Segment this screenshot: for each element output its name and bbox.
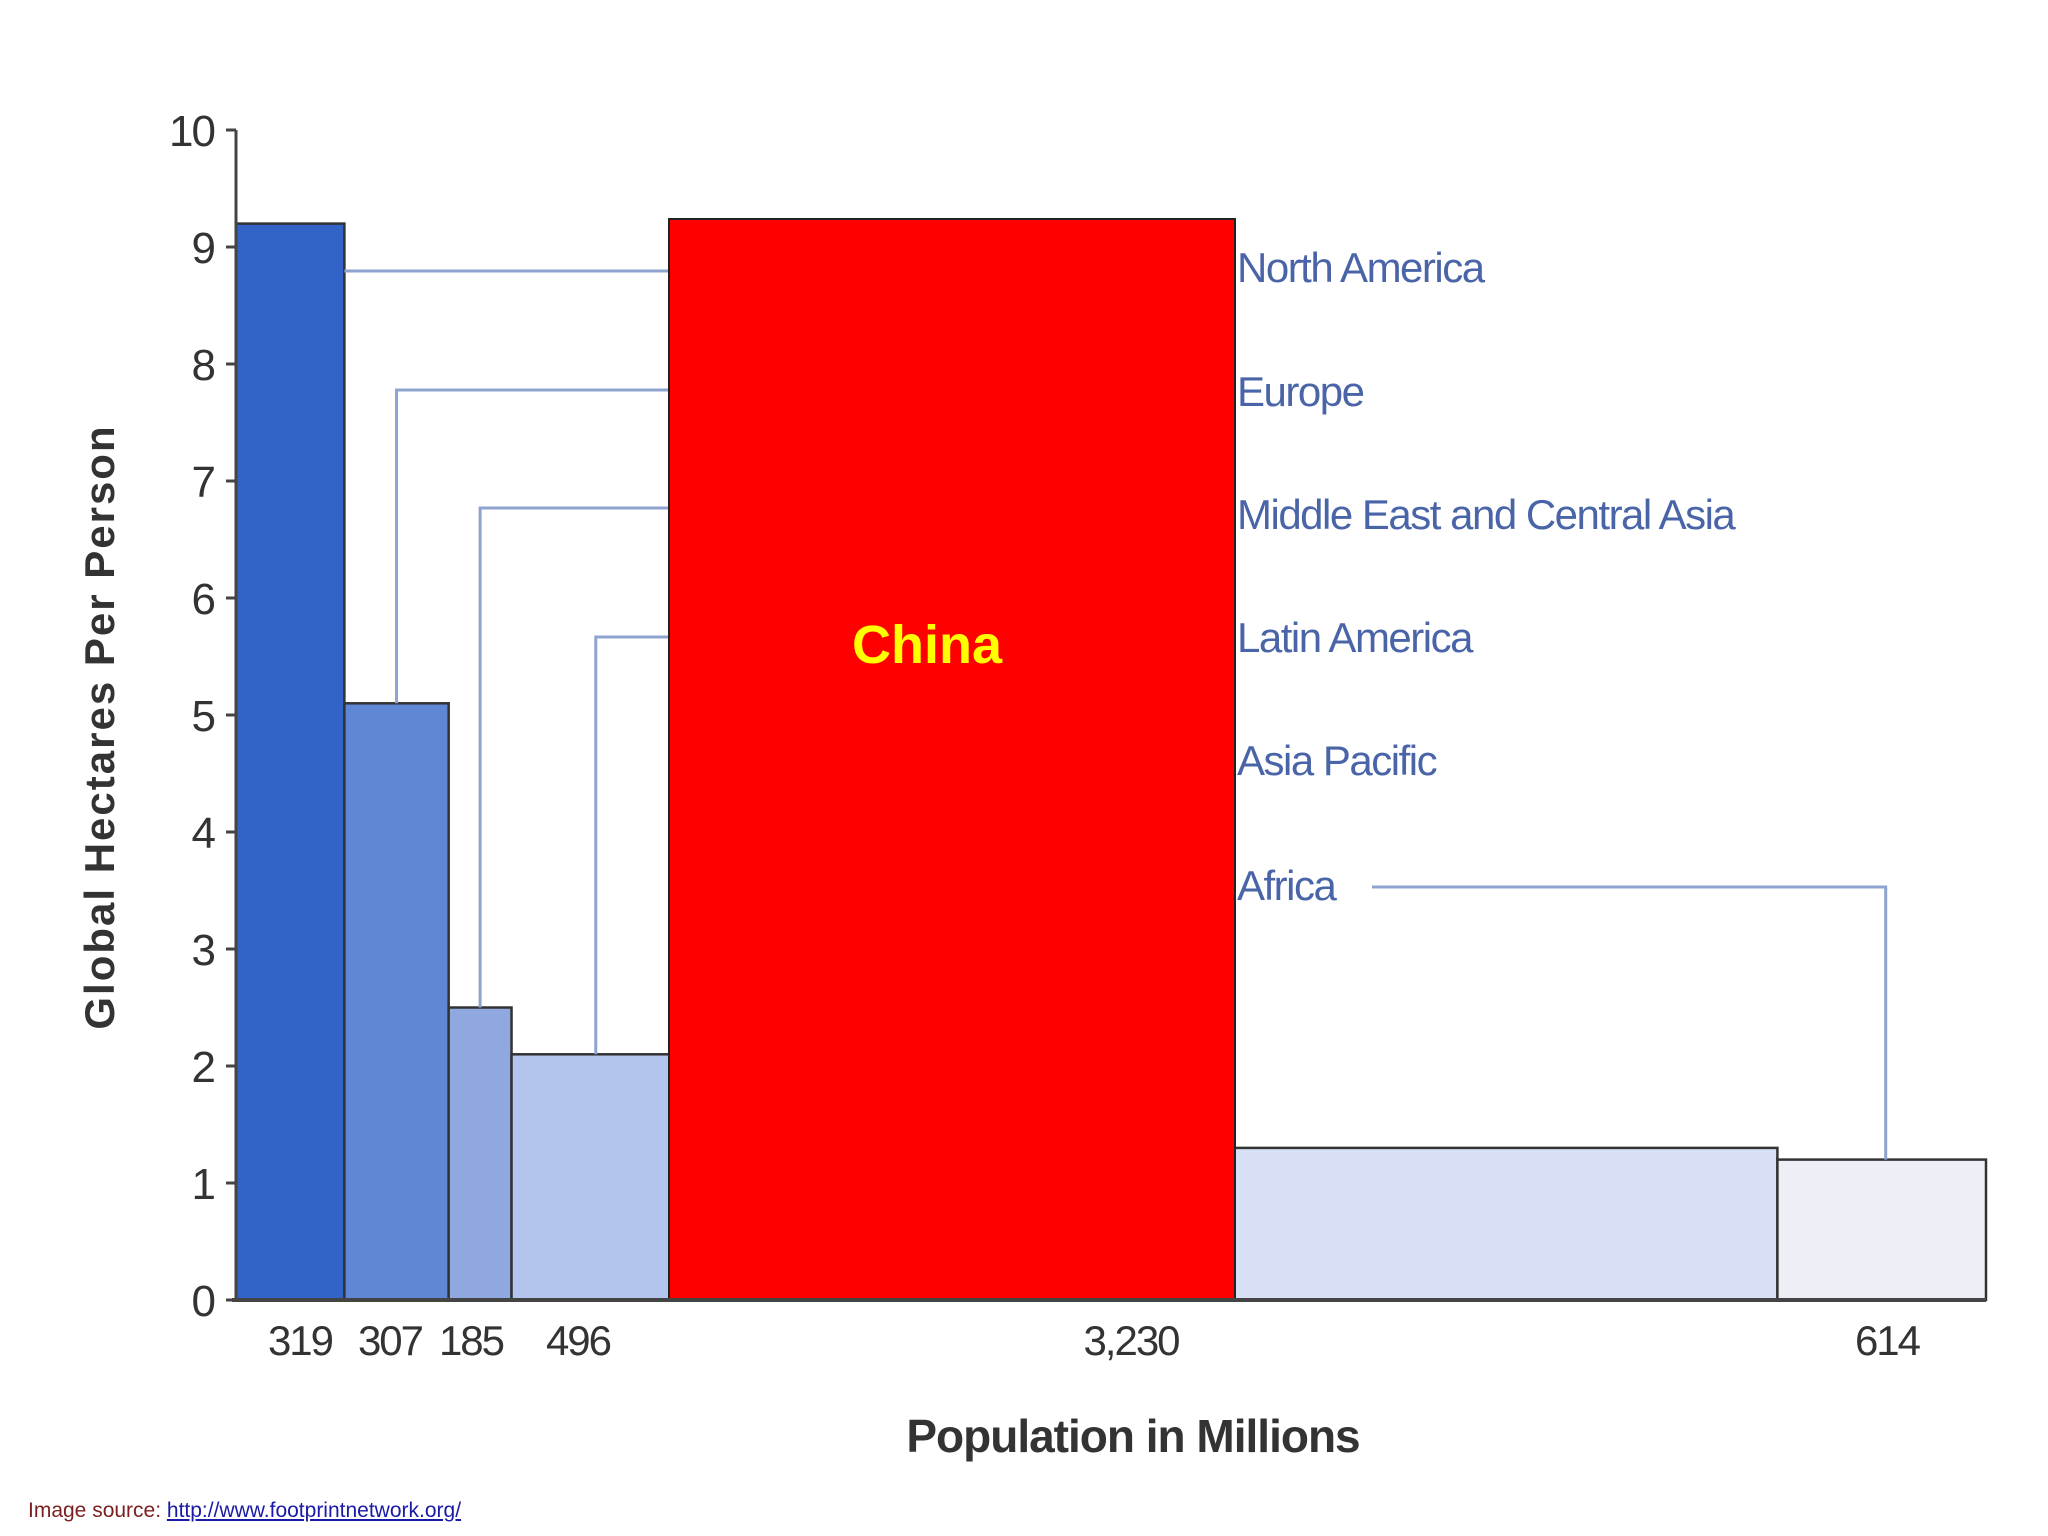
x-population-label: 307 <box>358 1317 423 1364</box>
y-tick-label: 9 <box>192 224 215 273</box>
image-source-prefix: Image source: <box>28 1499 167 1522</box>
region-label-europe: Europe <box>1237 368 1364 415</box>
bar-middle-east-and-central-asia <box>447 1006 513 1302</box>
y-tick-label: 7 <box>192 458 215 507</box>
region-labels: North America Europe Middle East and Centr… <box>1237 244 1738 909</box>
leader-line-africa <box>1372 885 1888 1160</box>
y-axis-ticks: 0 1 2 3 4 5 6 7 8 9 10 <box>169 107 236 1326</box>
x-axis-labels: 319 307 185 496 3,230 614 <box>268 1317 1923 1364</box>
x-population-label: 614 <box>1855 1317 1921 1364</box>
x-population-label: 3,230 <box>1083 1317 1179 1364</box>
bar-north-america <box>234 222 346 1302</box>
bar-latin-america <box>510 1053 682 1302</box>
x-population-label: 185 <box>439 1317 504 1364</box>
y-tick-label: 8 <box>192 341 215 390</box>
y-tick-label: 3 <box>192 926 215 975</box>
y-axis-title: Global Hectares Per Person <box>76 424 123 1029</box>
region-label-asia-pacific: Asia Pacific <box>1237 737 1437 784</box>
region-label-latin-america: Latin America <box>1237 614 1474 661</box>
y-tick-label: 2 <box>192 1043 215 1092</box>
x-population-label: 496 <box>546 1317 611 1364</box>
bar-europe <box>343 702 450 1302</box>
china-overlay-box <box>668 218 1236 1302</box>
region-label-middle-east-and-central-asia: Middle East and Central Asia <box>1237 491 1736 538</box>
y-tick-label: 4 <box>192 809 216 858</box>
y-tick-label: 1 <box>192 1160 215 1209</box>
x-population-label: 319 <box>268 1317 333 1364</box>
x-axis-title: Population in Millions <box>906 1410 1359 1462</box>
y-tick-label: 6 <box>192 575 215 624</box>
y-tick-label: 5 <box>192 692 215 741</box>
y-tick-label: 10 <box>169 107 214 156</box>
overlay-layer: China <box>668 218 1236 1302</box>
image-source-link[interactable]: http://www.footprintnetwork.org/ <box>166 1499 462 1522</box>
image-source-line: Image source: http://www.footprintnetwor… <box>28 1499 461 1523</box>
bar-africa <box>1776 1158 1988 1302</box>
region-label-africa: Africa <box>1237 862 1338 909</box>
region-label-north-america: North America <box>1237 244 1486 291</box>
china-overlay-label: China <box>852 615 1003 675</box>
y-tick-label: 0 <box>192 1277 215 1326</box>
